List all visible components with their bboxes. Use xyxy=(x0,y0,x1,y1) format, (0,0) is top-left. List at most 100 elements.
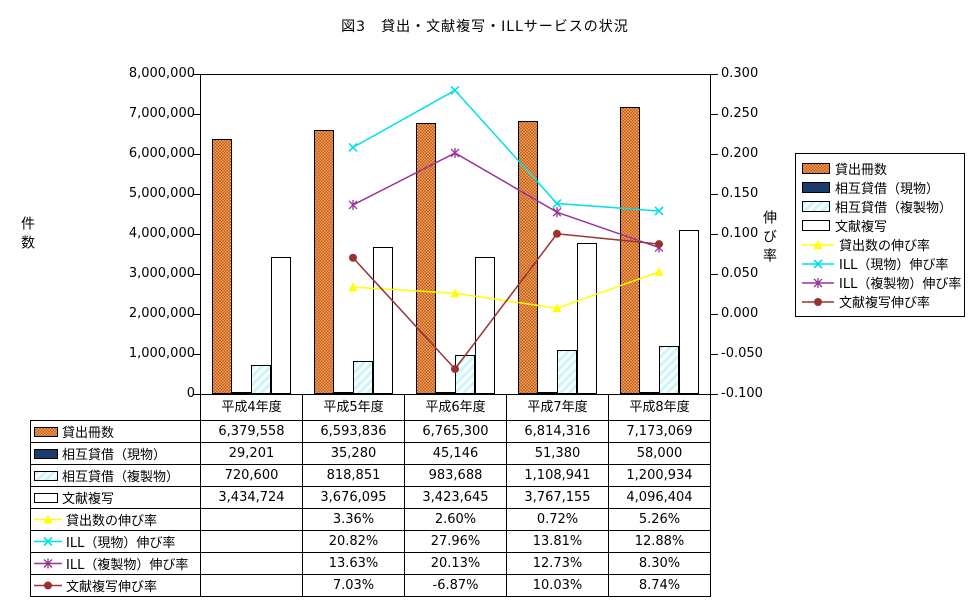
legend-label: 貸出数の伸び率 xyxy=(839,239,931,254)
table-cell: 6,765,300 xyxy=(404,420,507,443)
legend-swatch xyxy=(802,258,834,269)
bar xyxy=(679,230,699,394)
y-left-tick-label: 6,000,000 xyxy=(128,146,195,161)
legend-item: 文献複写 xyxy=(802,216,964,235)
table-cell: 3,423,645 xyxy=(404,486,507,509)
line-series xyxy=(352,152,660,249)
line-series xyxy=(352,271,660,310)
bar xyxy=(557,350,577,394)
legend-label: 相互貸借（現物） xyxy=(835,182,940,197)
legend-item: 貸出冊数 xyxy=(802,159,964,178)
y-right-tick xyxy=(711,194,718,195)
table-cell: 720,600 xyxy=(200,464,303,487)
y-right-tick-label: -0.100 xyxy=(721,386,763,401)
row-swatch xyxy=(34,492,58,503)
y-right-tick-label: 0.150 xyxy=(721,186,759,201)
table-cell: 983,688 xyxy=(404,464,507,487)
bar xyxy=(659,346,679,394)
legend-item: ILL（複製物）伸び率 xyxy=(802,273,964,292)
table-cell xyxy=(200,508,303,531)
legend-swatch xyxy=(802,220,830,231)
y-right-tick xyxy=(711,74,718,75)
table-cell: 2.60% xyxy=(404,508,507,531)
x-axis-category-label: 平成7年度 xyxy=(506,394,609,421)
triangle-marker xyxy=(43,514,53,524)
triangle-marker xyxy=(348,282,358,292)
legend-swatch xyxy=(802,297,834,306)
y-axis-title-left: 件数 xyxy=(19,216,35,254)
y-left-tick-label: 0 xyxy=(186,386,195,401)
bar xyxy=(353,361,373,394)
circle-marker xyxy=(553,229,561,238)
legend-label: ILL（複製物）伸び率 xyxy=(839,277,962,292)
table-row-label: ILL（現物）伸び率 xyxy=(30,530,201,553)
table-cell: 8.30% xyxy=(608,552,711,575)
row-swatch xyxy=(34,558,62,569)
y-right-tick-label: 0.250 xyxy=(721,106,759,121)
row-label-text: 文献複写 xyxy=(62,492,115,507)
table-row-label: ILL（複製物）伸び率 xyxy=(30,552,201,575)
table-row-label: 文献複写伸び率 xyxy=(30,574,201,597)
y-right-tick xyxy=(711,274,718,275)
x-axis-category-label: 平成4年度 xyxy=(200,394,303,421)
table-cell: 12.73% xyxy=(506,552,609,575)
row-swatch xyxy=(34,536,62,547)
circle-marker xyxy=(814,297,822,306)
bar xyxy=(251,365,271,394)
legend-label: 相互貸借（複製物） xyxy=(835,201,953,216)
table-cell: 45,146 xyxy=(404,442,507,465)
asterisk-marker xyxy=(450,147,460,158)
table-cell: 6,814,316 xyxy=(506,420,609,443)
table-cell: 6,379,558 xyxy=(200,420,303,443)
row-label-text: 貸出冊数 xyxy=(62,426,115,441)
legend-swatch xyxy=(802,163,830,174)
asterisk-marker xyxy=(43,558,53,569)
bar xyxy=(577,243,597,394)
row-label-text: 文献複写伸び率 xyxy=(66,580,158,595)
y-left-tick-label: 4,000,000 xyxy=(128,226,195,241)
triangle-marker xyxy=(654,266,664,276)
table-cell: 12.88% xyxy=(608,530,711,553)
table-cell: 5.26% xyxy=(608,508,711,531)
asterisk-marker xyxy=(552,207,562,218)
table-cell: 20.82% xyxy=(302,530,405,553)
bar xyxy=(620,107,640,394)
bar xyxy=(373,247,393,394)
row-swatch xyxy=(34,581,62,590)
asterisk-marker xyxy=(348,199,358,210)
table-cell: -6.87% xyxy=(404,574,507,597)
x-marker xyxy=(654,206,664,216)
x-axis-category-label: 平成5年度 xyxy=(302,394,405,421)
circle-marker xyxy=(349,253,357,262)
y-right-tick-label: 0.300 xyxy=(721,66,759,81)
bar xyxy=(416,123,436,394)
table-cell: 818,851 xyxy=(302,464,405,487)
row-label-text: 相互貸借（現物） xyxy=(62,448,167,463)
table-cell: 7.03% xyxy=(302,574,405,597)
legend-item: ILL（現物）伸び率 xyxy=(802,254,964,273)
y-right-tick-label: -0.050 xyxy=(721,346,763,361)
legend-label: ILL（現物）伸び率 xyxy=(839,258,949,273)
x-marker xyxy=(348,142,358,153)
asterisk-marker xyxy=(813,277,823,288)
row-label-text: 貸出数の伸び率 xyxy=(66,514,158,529)
legend-swatch xyxy=(802,182,830,193)
y-right-tick xyxy=(711,114,718,115)
triangle-marker xyxy=(813,239,823,249)
table-cell xyxy=(200,530,303,553)
y-right-tick xyxy=(711,354,718,355)
x-marker xyxy=(43,536,53,547)
y-right-tick-label: 0.100 xyxy=(721,226,759,241)
y-right-tick-label: 0.000 xyxy=(721,306,759,321)
table-cell: 29,201 xyxy=(200,442,303,465)
bar xyxy=(314,130,334,394)
table-cell: 1,200,934 xyxy=(608,464,711,487)
bar xyxy=(518,121,538,394)
table-cell: 0.72% xyxy=(506,508,609,531)
table-row-label: 相互貸借（現物） xyxy=(30,442,201,465)
row-label-text: ILL（複製物）伸び率 xyxy=(66,558,189,573)
y-left-tick-label: 1,000,000 xyxy=(128,346,195,361)
y-left-tick-label: 8,000,000 xyxy=(128,66,195,81)
table-cell: 7,173,069 xyxy=(608,420,711,443)
legend-label: 文献複写伸び率 xyxy=(839,296,931,311)
